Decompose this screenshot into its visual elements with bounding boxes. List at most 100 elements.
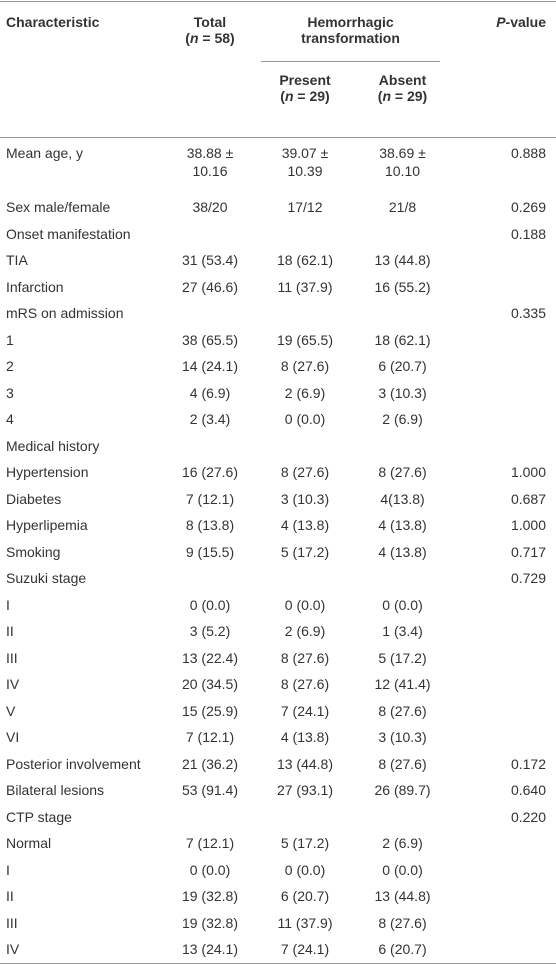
table-cell: 6 (20.7) bbox=[378, 358, 427, 375]
table-cell: 13 (44.8) bbox=[374, 252, 431, 269]
table-cell: 20 (34.5) bbox=[181, 676, 239, 693]
table-cell: 5 (17.2) bbox=[280, 543, 330, 560]
table-cell: 17/12 bbox=[287, 199, 323, 216]
table-cell: 0 (0.0) bbox=[189, 596, 231, 613]
table-row: IV 13 (24.1) 7 (24.1) 6 (20.7) bbox=[0, 936, 556, 963]
table-cell: 0.729 bbox=[510, 570, 547, 587]
table-cell: 27 (46.6) bbox=[181, 278, 239, 295]
header-cell: Absent (n = 29) bbox=[355, 62, 450, 138]
table-cell: 11 (37.9) bbox=[277, 914, 333, 931]
table-cell bbox=[355, 221, 450, 248]
table-cell: Onset manifestation bbox=[6, 225, 131, 242]
header-cell: Total (n = 58) bbox=[165, 2, 255, 138]
table-cell: TIA bbox=[6, 252, 28, 269]
table-cell bbox=[355, 433, 450, 460]
table-cell: 8 (27.6) bbox=[280, 649, 330, 666]
table-row: II 3 (5.2) 2 (6.9) 1 (3.4) bbox=[0, 618, 556, 645]
table-row: Medical history bbox=[0, 433, 556, 460]
table-cell bbox=[450, 247, 556, 274]
table-cell: I bbox=[6, 596, 10, 613]
table-cell bbox=[165, 804, 255, 831]
table-cell: 3 (10.3) bbox=[378, 384, 427, 401]
text-part: = 29) bbox=[391, 88, 428, 104]
table-row: 1 38 (65.5) 19 (65.5) 18 (62.1) bbox=[0, 327, 556, 354]
table-cell: 2 (3.4) bbox=[189, 411, 231, 428]
table-row: III 19 (32.8) 11 (37.9) 8 (27.6) bbox=[0, 910, 556, 937]
table-cell: Normal bbox=[6, 835, 52, 852]
table-cell: 16 (27.6) bbox=[181, 464, 239, 481]
table-row: 4 2 (3.4) 0 (0.0) 2 (6.9) bbox=[0, 406, 556, 433]
table-cell bbox=[450, 883, 556, 910]
table-cell: 39.07 ± 10.39 bbox=[281, 145, 329, 179]
table-row: Posterior involvement 21 (36.2) 13 (44.8) 8… bbox=[0, 751, 556, 778]
table-cell bbox=[450, 698, 556, 725]
table-cell: 7 (12.1) bbox=[185, 490, 235, 507]
table-row: VI 7 (12.1) 4 (13.8) 3 (10.3) bbox=[0, 724, 556, 751]
group-label: Hemorrhagic transformation bbox=[261, 14, 441, 62]
table-row: Smoking 9 (15.5) 5 (17.2) 4 (13.8) 0.717 bbox=[0, 539, 556, 566]
table-body: Mean age, y 38.88 ± 10.16 39.07 ± 10.39 38.… bbox=[0, 138, 556, 963]
table-cell: 6 (20.7) bbox=[378, 941, 427, 958]
table-cell: 7 (12.1) bbox=[185, 835, 235, 852]
text-part: n bbox=[189, 30, 199, 46]
table-cell bbox=[355, 565, 450, 592]
table-cell bbox=[355, 804, 450, 831]
table-cell bbox=[165, 300, 255, 327]
table-cell: 9 (15.5) bbox=[185, 543, 235, 560]
table-cell bbox=[165, 221, 255, 248]
table-cell bbox=[165, 433, 255, 460]
table-cell: 27 (93.1) bbox=[276, 782, 334, 799]
table-cell: CTP stage bbox=[6, 808, 72, 825]
table-cell: 7 (24.1) bbox=[280, 941, 330, 958]
table-cell: Hypertension bbox=[6, 464, 89, 481]
table-cell: 8 (27.6) bbox=[280, 358, 330, 375]
table-cell: III bbox=[6, 914, 18, 931]
table-cell: 0.687 bbox=[510, 490, 547, 507]
text-part: ( bbox=[377, 88, 383, 104]
table-cell: 3 bbox=[6, 384, 14, 401]
text-part: n bbox=[382, 88, 392, 104]
table-cell: 0 (0.0) bbox=[284, 411, 326, 428]
table-row: 2 14 (24.1) 8 (27.6) 6 (20.7) bbox=[0, 353, 556, 380]
table-cell: 19 (65.5) bbox=[276, 331, 334, 348]
header-cell: Hemorrhagic transformation bbox=[255, 2, 450, 62]
table-cell: IV bbox=[6, 941, 20, 958]
table-cell: 4(13.8) bbox=[380, 490, 425, 507]
table-cell: Medical history bbox=[6, 437, 100, 454]
header-row: Present (n = 29) Absent (n = 29) bbox=[0, 62, 556, 138]
table-cell: 0 (0.0) bbox=[189, 861, 231, 878]
table-cell: mRS on admission bbox=[6, 305, 124, 322]
table-cell: 8 (13.8) bbox=[185, 517, 235, 534]
header-text: Absent bbox=[378, 72, 427, 88]
table-cell: 13 (22.4) bbox=[181, 649, 239, 666]
table-row: mRS on admission 0.335 bbox=[0, 300, 556, 327]
table-cell: IV bbox=[6, 676, 20, 693]
text-part: ( bbox=[185, 30, 190, 46]
header-text: Total bbox=[193, 14, 227, 30]
table-cell: 0.888 bbox=[510, 145, 547, 161]
table-cell: 5 (17.2) bbox=[378, 649, 427, 666]
table-row: TIA 31 (53.4) 18 (62.1) 13 (44.8) bbox=[0, 247, 556, 274]
table-cell: 26 (89.7) bbox=[374, 782, 431, 799]
table-cell: 1.000 bbox=[510, 464, 547, 481]
header-n: (n = 29) bbox=[280, 88, 329, 104]
table-cell: Bilateral lesions bbox=[6, 782, 105, 799]
table-cell bbox=[450, 910, 556, 937]
table-cell: 3 (10.3) bbox=[378, 729, 427, 746]
table-cell: 0 (0.0) bbox=[284, 861, 326, 878]
table-cell: Diabetes bbox=[6, 490, 62, 507]
table-cell bbox=[450, 671, 556, 698]
table-cell bbox=[450, 645, 556, 672]
table-cell: 7 (12.1) bbox=[185, 729, 235, 746]
table-cell bbox=[450, 433, 556, 460]
table-cell: 8 (27.6) bbox=[378, 755, 427, 772]
table-cell: 5 (17.2) bbox=[280, 835, 330, 852]
table-cell: Hyperlipemia bbox=[6, 517, 88, 534]
table-row: I 0 (0.0) 0 (0.0) 0 (0.0) bbox=[0, 592, 556, 619]
table-cell: V bbox=[6, 702, 16, 719]
table-row: Mean age, y 38.88 ± 10.16 39.07 ± 10.39 38.… bbox=[0, 138, 556, 195]
table-header: Characteristic Total (n = 58) Hemorrhagic… bbox=[0, 1, 556, 138]
header-cell: Present (n = 29) bbox=[255, 62, 355, 138]
